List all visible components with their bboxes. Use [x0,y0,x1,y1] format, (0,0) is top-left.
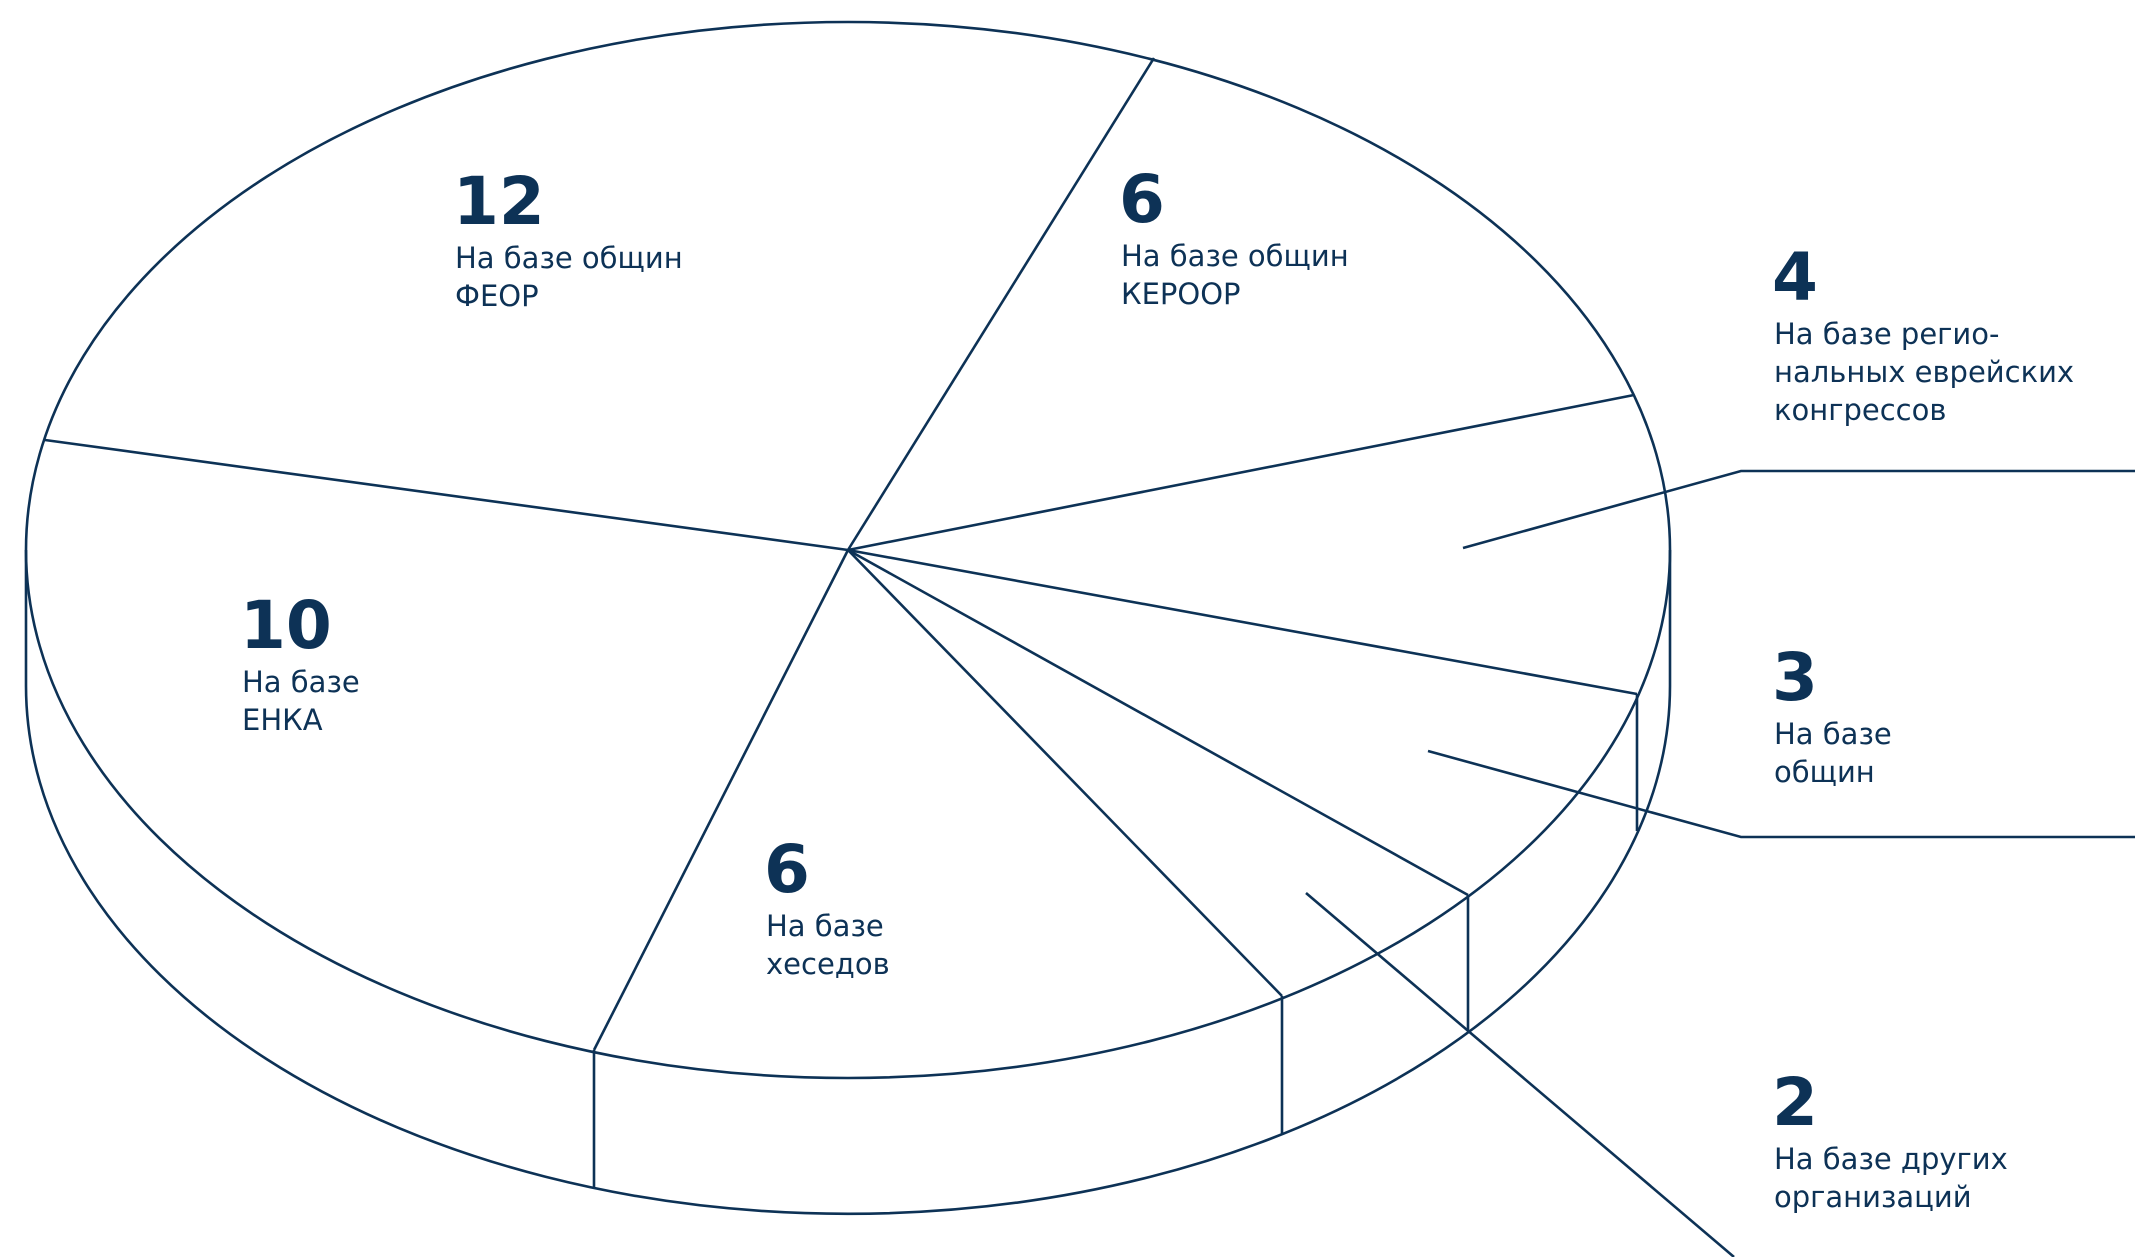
slice-label: 6На базе общин КЕРООР [1119,161,1349,311]
slice-label-line: конгрессов [1774,393,1946,427]
slice-label-line: КЕРООР [1121,277,1241,311]
slice-divider [846,57,1156,551]
slice-divider [847,548,1469,897]
slice-label-line: На базе других [1774,1142,2008,1176]
slice-label-line: организаций [1774,1180,1972,1214]
leader-lines [1305,469,2135,1257]
slice-value: 6 [764,831,810,908]
slice-label-line: На базе общин [455,241,683,275]
slice-label-line: ФЕОР [455,279,539,313]
side-edges [592,694,1639,1188]
slice-value: 2 [1772,1064,1818,1141]
slice-label: 3На базе общин [1772,639,1892,789]
slice-dividers [44,57,1638,1051]
leader-line [1427,749,2135,839]
slice-label: 2На базе других организаций [1772,1064,2008,1214]
slice-value: 4 [1772,239,1818,316]
pie-body [24,20,1672,1216]
slice-value: 3 [1772,639,1818,716]
slice-divider [44,438,849,552]
slice-divider [847,548,1638,696]
slice-divider [847,393,1635,552]
leader-line [1305,892,1735,1257]
slice-label-line: общин [1774,755,1875,789]
slice-label-line: На базе [766,909,884,943]
slice-divider [592,549,850,1051]
pie-side-wall [24,550,1672,1216]
slice-value: 6 [1119,161,1165,238]
slice-label: 4На базе регио-нальных еврейских конгресс… [1772,239,2074,427]
slice-label-line: хеседов [766,947,890,981]
slice-label-line: нальных еврейских [1774,355,2074,389]
slice-label-line: На базе [242,665,360,699]
leader-line [1462,469,2135,550]
slice-label-line: На базе [1774,717,1892,751]
slice-label: 6На базе хеседов [764,831,890,981]
slice-divider [847,549,1283,997]
slice-label-line: На базе общин [1121,239,1349,273]
slice-label-line: ЕНКА [242,703,323,737]
slice-label-line: На базе регио- [1774,317,1999,351]
slice-value: 12 [453,163,545,240]
slice-value: 10 [240,587,332,664]
